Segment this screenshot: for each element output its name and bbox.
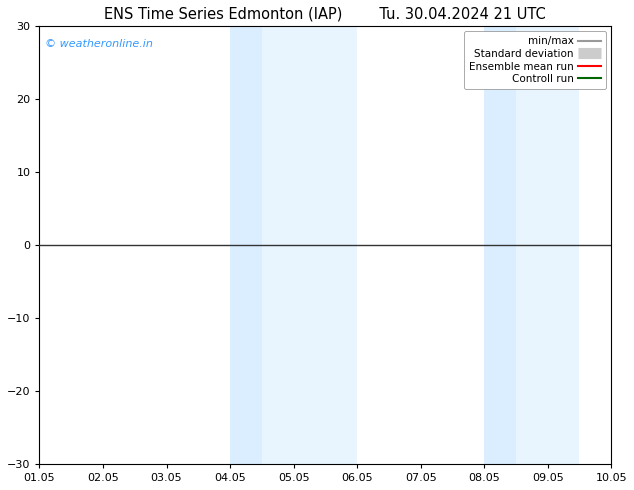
- Bar: [516, 26, 579, 464]
- Bar: [230, 26, 262, 464]
- Legend: min/max, Standard deviation, Ensemble mean run, Controll run: min/max, Standard deviation, Ensemble me…: [464, 31, 606, 89]
- Title: ENS Time Series Edmonton (IAP)        Tu. 30.04.2024 21 UTC: ENS Time Series Edmonton (IAP) Tu. 30.04…: [105, 7, 547, 22]
- Bar: [262, 26, 357, 464]
- Text: © weatheronline.in: © weatheronline.in: [45, 39, 153, 49]
- Bar: [484, 26, 516, 464]
